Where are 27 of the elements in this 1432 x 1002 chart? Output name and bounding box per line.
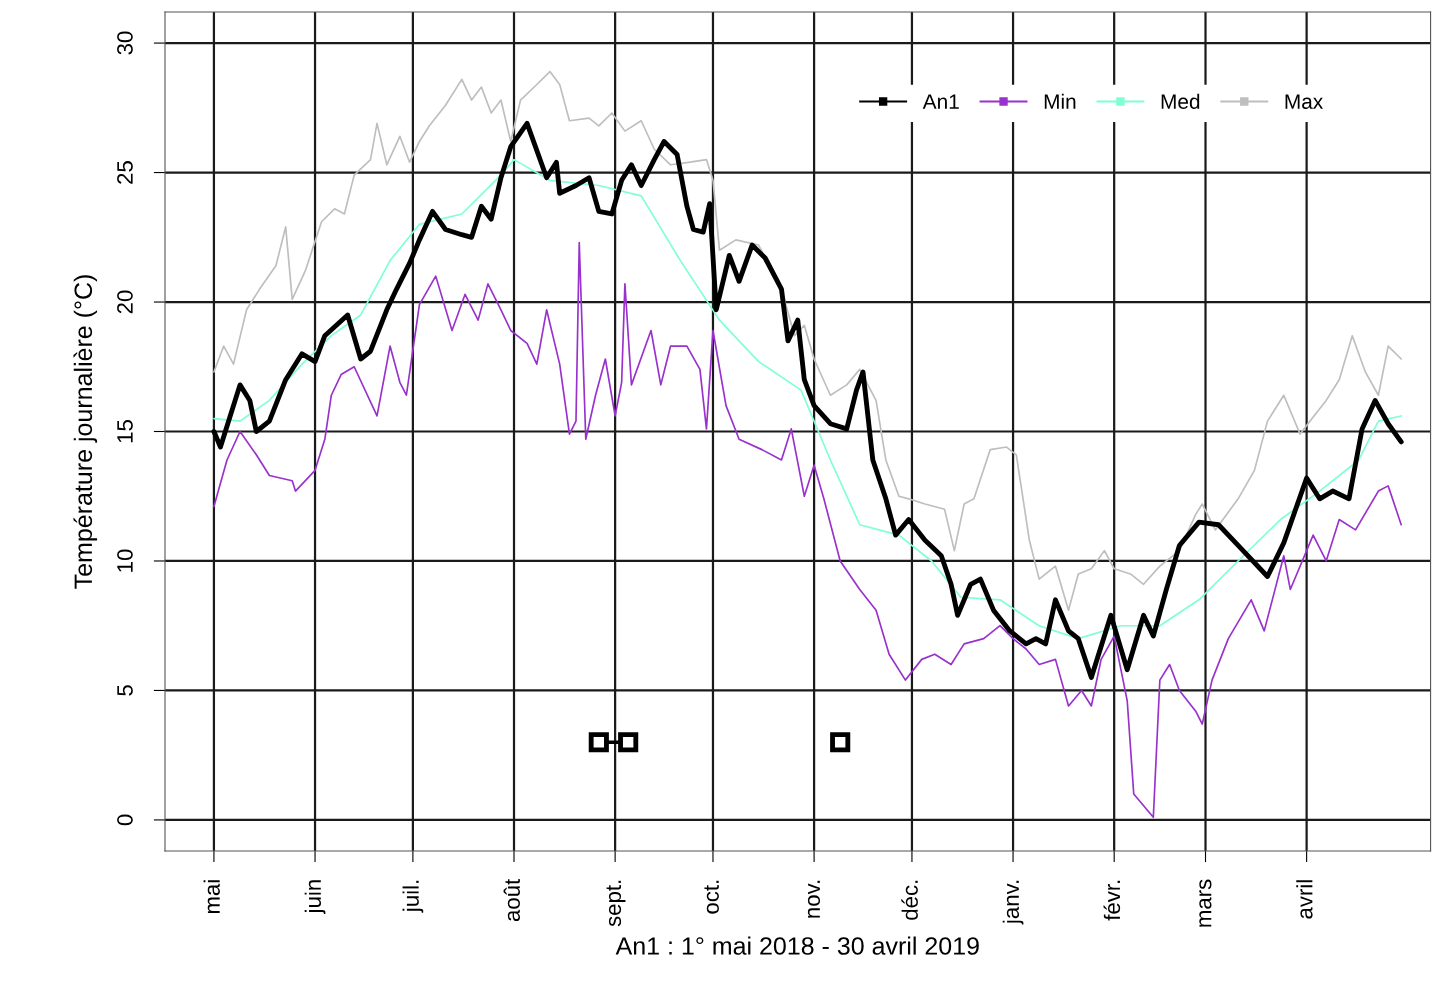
- x-tick-label: oct.: [704, 880, 719, 914]
- y-tick-label: 5: [117, 685, 133, 696]
- y-axis-title: Température journalière (°C): [73, 275, 98, 589]
- y-tick-label: 20: [117, 290, 133, 314]
- x-axis-title: An1 : 1° mai 2018 - 30 avril 2019: [615, 936, 979, 955]
- x-tick-label: sept.: [606, 880, 626, 927]
- x-tick-label: avril: [1296, 880, 1313, 919]
- y-tick-label: 30: [117, 31, 133, 55]
- x-tick-label: févr.: [1103, 880, 1121, 921]
- x-tick-label: juin: [304, 880, 326, 914]
- x-tick-label: août: [503, 878, 520, 922]
- legend-label: Min: [1044, 93, 1076, 109]
- y-tick-label: 15: [117, 420, 133, 443]
- x-tick-label: janv.: [1002, 880, 1024, 925]
- x-tick-label: juil.: [402, 880, 424, 913]
- x-tick-label: mars: [1199, 879, 1212, 927]
- y-tick-label: 0: [117, 814, 133, 826]
- line-series: [213, 241, 1403, 819]
- line-series: [213, 70, 1403, 612]
- legend-label: Med: [1161, 93, 1200, 109]
- legend-label: An1: [922, 94, 959, 109]
- x-tick-label: mai: [203, 880, 220, 914]
- y-tick-label: 10: [117, 549, 133, 572]
- x-tick-label: nov.: [807, 880, 821, 918]
- legend-label: Max: [1285, 94, 1324, 109]
- x-tick-label: déc.: [901, 880, 918, 920]
- y-tick-label: 25: [117, 161, 133, 184]
